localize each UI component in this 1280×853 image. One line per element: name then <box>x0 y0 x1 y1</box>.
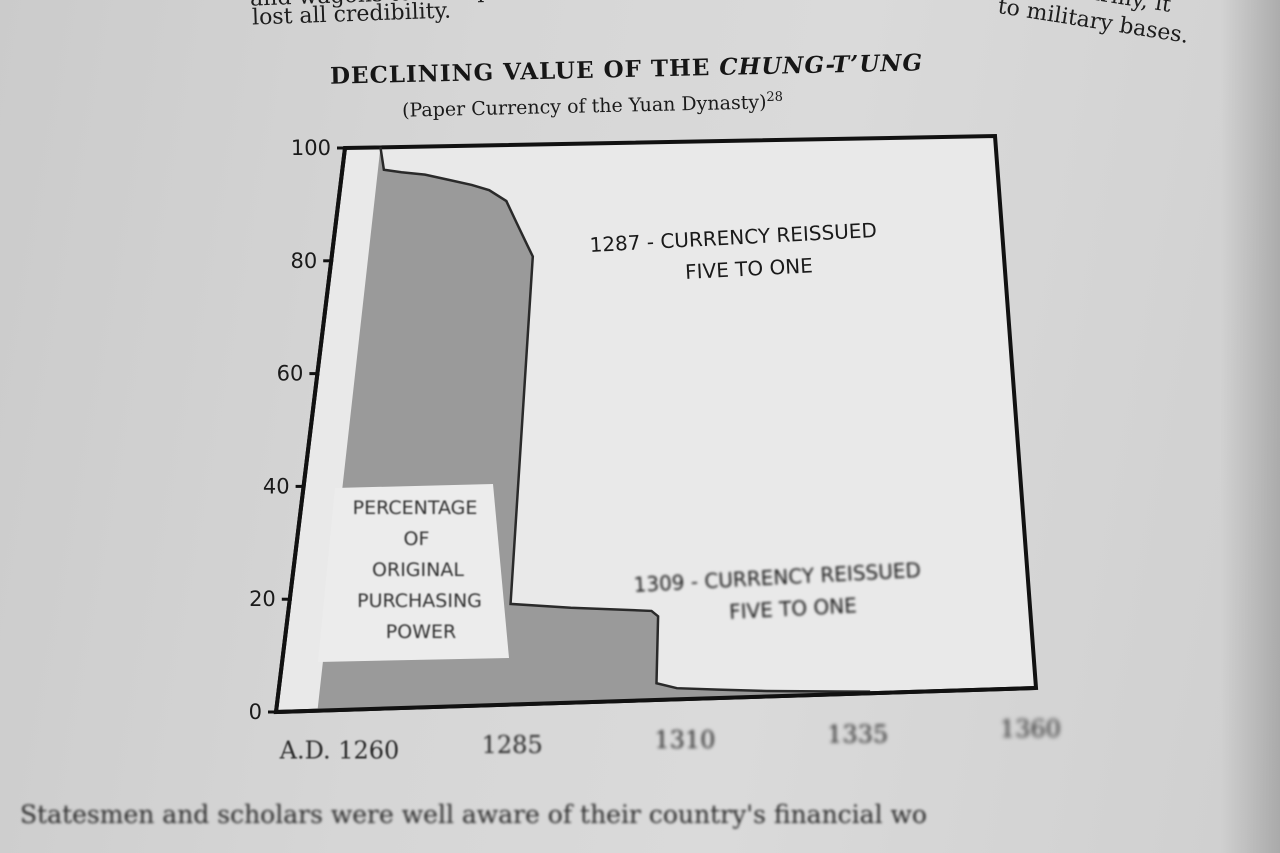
book-text-bottom: Statesmen and scholars were well aware o… <box>20 800 927 829</box>
legend-background <box>318 484 509 662</box>
legend-line: POWER <box>386 621 456 643</box>
legend-line: OF <box>404 528 430 550</box>
y-tick-label: 60 <box>277 362 304 386</box>
y-tick-label: 80 <box>290 249 317 273</box>
y-axis-ticks: 0 20 40 60 80 100 <box>249 136 347 724</box>
page-gutter-shadow <box>1220 0 1280 853</box>
legend-line: PERCENTAGE <box>353 497 478 519</box>
y-tick-label: 20 <box>249 587 276 611</box>
legend-box: PERCENTAGE OF ORIGINAL PURCHASING POWER <box>318 484 509 662</box>
y-tick-label: 40 <box>263 474 290 498</box>
y-axis-line <box>274 147 347 713</box>
legend-line: PURCHASING <box>357 590 482 612</box>
x-tick-label: 1285 <box>482 731 543 759</box>
x-tick-label: 1335 <box>827 720 888 748</box>
x-tick-label: 1360 <box>1000 715 1061 743</box>
x-tick-label: 1310 <box>654 726 715 754</box>
legend-text: PERCENTAGE OF ORIGINAL PURCHASING POWER <box>353 497 482 643</box>
y-tick-label: 0 <box>249 700 262 724</box>
y-tick-label: 100 <box>291 136 331 160</box>
legend-line: ORIGINAL <box>372 559 464 581</box>
x-axis-ticks: A.D. 1260 1285 1310 1335 1360 <box>279 715 1061 765</box>
x-tick-label: A.D. 1260 <box>279 737 400 765</box>
value-line <box>379 147 871 693</box>
x-axis-line <box>275 686 1037 714</box>
